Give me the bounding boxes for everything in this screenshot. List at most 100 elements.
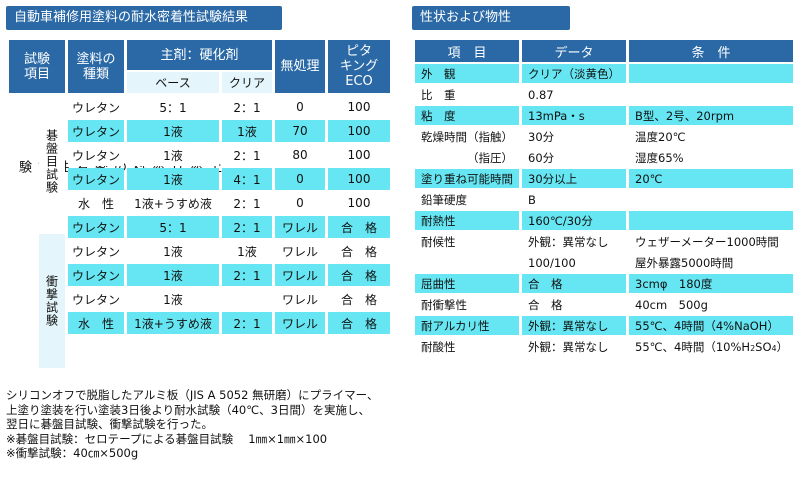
cell-data: クリア（淡黄色） [522,64,626,83]
header-untreated: 無処理 [275,40,325,93]
cond-text: 55℃、4時間（10%H [635,339,751,354]
cell-clear: 4：1 [222,168,272,190]
cell-type: ウレタン [68,264,124,286]
cell-pita: 合 格 [328,216,390,238]
cell-untreated: ワレル [275,312,325,334]
cell-pita: 100 [328,120,390,142]
header-main-hardener: 主剤：硬化剤 [127,40,272,70]
cell-base: 5：1 [127,216,219,238]
cell-item: 乾燥時間（指触） [415,127,519,146]
cell-clear: 1液 [222,120,272,142]
table-row: 鉛筆硬度 B [415,190,793,209]
header-data: データ [522,40,626,62]
cell-base: 5：1 [127,96,219,118]
table-row: ウレタン 1液 1液 ワレル 合 格 [68,240,390,262]
cell-item: 鉛筆硬度 [415,190,519,209]
cell-item: 耐酸性 [415,337,519,356]
cell-untreated: 0 [275,192,325,214]
cond-end: ） [776,339,789,354]
cell-item: 屈曲性 [415,274,519,293]
cell-base: 1液 [127,288,219,310]
cell-item: 外 観 [415,64,519,83]
cell-cond: 3cmφ 180度 [629,274,793,293]
cell-clear: 2：1 [222,264,272,286]
cell-base: 1液 [127,120,219,142]
cell-data: 外観：異常なし [522,337,626,356]
cell-cond: ウェザーメーター1000時間 [629,232,793,251]
cell-data: B [522,190,626,209]
cell-pita: 100 [328,96,390,118]
cell-untreated: ワレル [275,288,325,310]
header-base: ベース [127,72,219,93]
cell-cond [629,64,793,83]
cell-type: ウレタン [68,120,124,142]
header-item: 項 目 [415,40,519,62]
table-row: 水 性 1液+うすめ液 2：1 0 100 [68,192,390,214]
cell-base: 1液 [127,240,219,262]
cell-cond: 湿度65% [629,148,793,167]
cond-tail: SO [755,339,772,354]
cell-cond [629,85,793,104]
cell-data: 合 格 [522,274,626,293]
cell-item: 比 重 [415,85,519,104]
table-row: 比 重 0.87 [415,85,793,104]
table-row: ウレタン 1液 ワレル 合 格 [68,288,390,310]
cell-base: 1液 [127,264,219,286]
cond-sub2: 4 [771,343,777,353]
cell-cond: 55℃、4時間（4%NaOH） [629,316,793,335]
cell-base: 1液+うすめ液 [127,312,219,334]
cell-untreated: ワレル [275,264,325,286]
table-row: 耐アルカリ性 外観：異常なし 55℃、4時間（4%NaOH） [415,316,793,335]
group2-label: 衝撃試験 [39,234,65,368]
cell-item: 粘 度 [415,106,519,125]
cell-type: ウレタン [68,240,124,262]
cell-item: （指圧） [415,148,519,167]
cell-type: 水 性 [68,312,124,334]
header-test-item: 試験 項目 [9,40,65,93]
cell-data: 60分 [522,148,626,167]
cell-data: 30分以上 [522,169,626,188]
cell-untreated: 0 [275,96,325,118]
table-row: 耐候性 外観：異常なし ウェザーメーター1000時間 [415,232,793,251]
cell-data: 30分 [522,127,626,146]
cell-clear [222,288,272,310]
cell-base: 1液 [127,168,219,190]
cell-item: 耐衝撃性 [415,295,519,314]
test-notes: シリコンオフで脱脂したアルミ板（JIS A 5052 無研磨）にプライマー、 上… [6,388,379,460]
cell-cond: 40cm 500g [629,295,793,314]
cell-type: ウレタン [68,168,124,190]
cell-item [415,253,519,272]
table-row: ウレタン 5：1 2：1 ワレル 合 格 [68,216,390,238]
table-row: ウレタン 1液 4：1 0 100 [68,168,390,190]
cell-pita: 合 格 [328,264,390,286]
header-condition: 条 件 [629,40,793,62]
cell-type: ウレタン [68,288,124,310]
table-row: （指圧） 60分 湿度65% [415,148,793,167]
cell-clear: 2：1 [222,216,272,238]
cell-pita: 100 [328,168,390,190]
cell-pita: 合 格 [328,288,390,310]
cell-untreated: ワレル [275,216,325,238]
table-row: 塗り重ね可能時間 30分以上 20℃ [415,169,793,188]
table-row: ウレタン 1液 2：1 ワレル 合 格 [68,264,390,286]
cell-pita: 合 格 [328,240,390,262]
table-row: 水 性 1液+うすめ液 2：1 ワレル 合 格 [68,312,390,334]
cell-type: ウレタン [68,216,124,238]
cell-data: 外観：異常なし [522,232,626,251]
cell-cond [629,211,793,230]
cell-cond: 屋外暴露5000時間 [629,253,793,272]
cell-untreated: 70 [275,120,325,142]
cell-untreated: ワレル [275,240,325,262]
cell-item: 耐アルカリ性 [415,316,519,335]
cell-untreated: 0 [275,168,325,190]
cell-item: 耐候性 [415,232,519,251]
header-paint-type: 塗料の 種類 [68,40,124,93]
table-row: 耐酸性 外観：異常なし 55℃、4時間（10%H2SO4） [415,337,793,356]
adhesion-test-table: 試験 項目 塗料の 種類 主剤：硬化剤 無処理 ピタ キング ECO ベース ク… [6,38,393,95]
table-row: 粘 度 13mPa・s B型、2号、20rpm [415,106,793,125]
cell-item: 耐熱性 [415,211,519,230]
cell-cond [629,190,793,209]
cell-base: 1液 [127,144,219,166]
table-row: 100/100 屋外暴露5000時間 [415,253,793,272]
table-row: 屈曲性 合 格 3cmφ 180度 [415,274,793,293]
